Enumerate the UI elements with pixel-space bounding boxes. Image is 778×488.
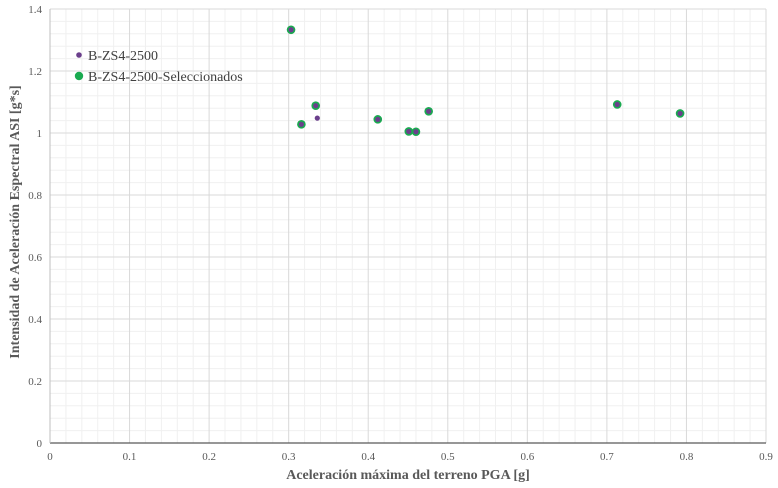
y-tick-label: 1.2 [28, 66, 42, 78]
x-tick-labels: 0 0.1 0.2 0.3 0.4 0.5 0.6 0.7 0.8 0.9 [47, 451, 773, 463]
x-tick-label: 0.7 [600, 451, 614, 463]
data-point-series-1 [406, 128, 412, 135]
y-tick-label: 0 [37, 438, 43, 450]
minor-gridlines [50, 9, 766, 443]
data-point-series-1 [314, 115, 320, 121]
data-point-series-1 [288, 27, 294, 33]
data-point-series-1 [298, 121, 304, 127]
x-tick-label: 0.3 [282, 451, 296, 463]
y-tick-label: 0.2 [28, 376, 42, 388]
y-tick-label: 0.8 [28, 190, 42, 202]
x-tick-label: 0 [47, 451, 53, 463]
y-tick-label: 1.4 [28, 4, 42, 16]
y-tick-labels: 0 0.2 0.4 0.6 0.8 1 1.2 1.4 [28, 4, 42, 450]
legend-marker-series-1 [76, 52, 82, 58]
data-point-series-1 [677, 110, 683, 117]
data-points [286, 25, 685, 137]
axes [49, 9, 766, 444]
data-point-series-1 [375, 116, 381, 122]
x-tick-label: 0.8 [680, 451, 694, 463]
legend-label-series-1: B-ZS4-2500 [88, 49, 158, 64]
x-tick-label: 0.4 [361, 451, 375, 463]
x-tick-label: 0.1 [123, 451, 137, 463]
data-point-series-1 [413, 129, 419, 135]
y-tick-label: 0.4 [28, 314, 42, 326]
y-tick-label: 0.6 [28, 252, 42, 264]
legend-marker-series-2 [74, 71, 84, 81]
x-tick-label: 0.2 [202, 451, 216, 463]
x-tick-label: 0.5 [441, 451, 455, 463]
legend-label-series-2: B-ZS4-2500-Seleccionados [88, 70, 243, 85]
y-axis-title: Intensidad de Aceleración Espectral ASI … [8, 85, 23, 358]
data-point-series-1 [313, 103, 319, 109]
data-point-series-1 [614, 101, 620, 108]
x-axis-title: Aceleración máxima del terreno PGA [g] [286, 468, 530, 483]
data-point-series-1 [426, 108, 432, 114]
x-tick-label: 0.9 [759, 451, 773, 463]
legend: B-ZS4-2500 B-ZS4-2500-Seleccionados [74, 49, 243, 85]
y-tick-label: 1 [37, 128, 43, 140]
x-tick-label: 0.6 [520, 451, 534, 463]
